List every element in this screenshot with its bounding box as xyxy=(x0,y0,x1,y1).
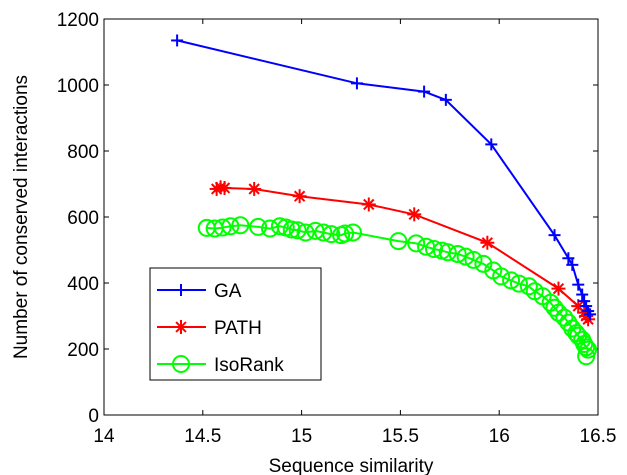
data-point-circle xyxy=(438,243,457,262)
data-point-plus xyxy=(171,34,184,47)
y-tick-label: 400 xyxy=(67,274,99,295)
data-point-star xyxy=(174,320,188,334)
data-point-plus xyxy=(576,288,589,301)
data-point-circle xyxy=(456,247,475,266)
y-tick-label: 0 xyxy=(88,406,99,427)
data-point-circle xyxy=(231,216,250,235)
data-point-plus xyxy=(350,77,363,90)
star-marker-stroke xyxy=(481,237,494,249)
star-marker-stroke xyxy=(363,198,375,211)
star-marker-stroke xyxy=(175,321,187,333)
x-tick-label: 14 xyxy=(93,426,115,447)
data-point-circle xyxy=(474,254,493,273)
series-layer xyxy=(171,34,598,366)
legend-entry-path: PATH xyxy=(157,318,262,339)
legend-entry-ga: GA xyxy=(157,281,242,302)
data-point-circle xyxy=(577,338,596,357)
x-tick-label: 15 xyxy=(291,426,312,447)
star-marker-stroke xyxy=(293,190,306,202)
data-point-circle xyxy=(549,303,568,322)
x-axis-title: Sequence similarity xyxy=(269,456,434,475)
data-point-star xyxy=(407,207,422,222)
x-tick-label: 14.5 xyxy=(184,426,221,447)
data-point-circle xyxy=(282,220,301,239)
star-marker-stroke xyxy=(572,300,584,312)
star-marker-stroke xyxy=(408,208,420,221)
data-point-plus xyxy=(584,308,597,321)
star-marker-stroke xyxy=(218,182,231,194)
data-point-plus xyxy=(485,138,498,151)
y-tick-label: 1000 xyxy=(57,76,99,97)
data-point-circle xyxy=(492,267,511,286)
series-path xyxy=(209,180,596,327)
data-point-plus xyxy=(439,93,452,106)
data-point-circle xyxy=(407,234,426,253)
star-marker-stroke xyxy=(248,183,260,195)
y-axis-title: Number of conserved interactions xyxy=(11,75,32,359)
axis-ticks: 14 14.5 15 15.5 16 16.5 0 200 400 600 800 1000 1200 xyxy=(57,10,617,447)
data-point-circle xyxy=(519,277,538,296)
data-point-plus xyxy=(572,278,585,291)
data-point-circle xyxy=(172,355,190,373)
y-tick-label: 200 xyxy=(67,340,99,361)
data-point-circle xyxy=(314,223,333,242)
legend-label: PATH xyxy=(214,318,262,339)
data-point-plus xyxy=(566,258,579,271)
legend-entry-isorank: IsoRank xyxy=(157,355,284,376)
data-point-circle xyxy=(464,250,483,269)
legend: GA PATH IsoRank xyxy=(149,267,322,381)
legend-label: IsoRank xyxy=(214,355,284,376)
data-point-circle xyxy=(509,274,528,293)
data-point-star xyxy=(551,281,566,296)
data-point-circle xyxy=(343,223,362,242)
series-isorank xyxy=(197,216,598,366)
x-tick-label: 16.5 xyxy=(580,426,617,447)
data-point-star xyxy=(217,180,232,195)
data-point-circle xyxy=(448,244,467,263)
data-point-circle xyxy=(213,218,232,237)
data-point-circle xyxy=(288,221,307,240)
data-point-plus xyxy=(548,229,561,242)
data-point-circle xyxy=(296,223,315,242)
data-point-star xyxy=(480,235,495,250)
star-marker-stroke xyxy=(582,313,594,325)
star-marker-stroke xyxy=(552,282,565,295)
legend-label: GA xyxy=(214,281,242,302)
data-point-star xyxy=(247,181,262,196)
series-ga xyxy=(171,34,597,321)
data-point-circle xyxy=(389,232,408,251)
x-tick-label: 15.5 xyxy=(382,426,419,447)
data-point-circle xyxy=(249,217,268,236)
data-point-circle xyxy=(502,271,521,290)
data-point-circle xyxy=(336,224,355,243)
data-point-star xyxy=(361,197,376,212)
y-tick-label: 800 xyxy=(67,142,99,163)
data-point-star xyxy=(292,189,307,204)
data-point-plus xyxy=(175,284,187,296)
data-point-circle xyxy=(424,240,443,259)
data-point-plus xyxy=(418,85,431,98)
data-point-circle xyxy=(577,347,596,366)
data-point-circle xyxy=(221,217,240,236)
y-tick-label: 600 xyxy=(67,208,99,229)
x-tick-label: 16 xyxy=(489,426,510,447)
data-point-plus xyxy=(562,252,575,265)
y-tick-label: 1200 xyxy=(57,10,99,31)
data-point-circle xyxy=(322,225,341,244)
data-point-circle xyxy=(545,298,564,317)
data-point-circle xyxy=(575,335,594,354)
